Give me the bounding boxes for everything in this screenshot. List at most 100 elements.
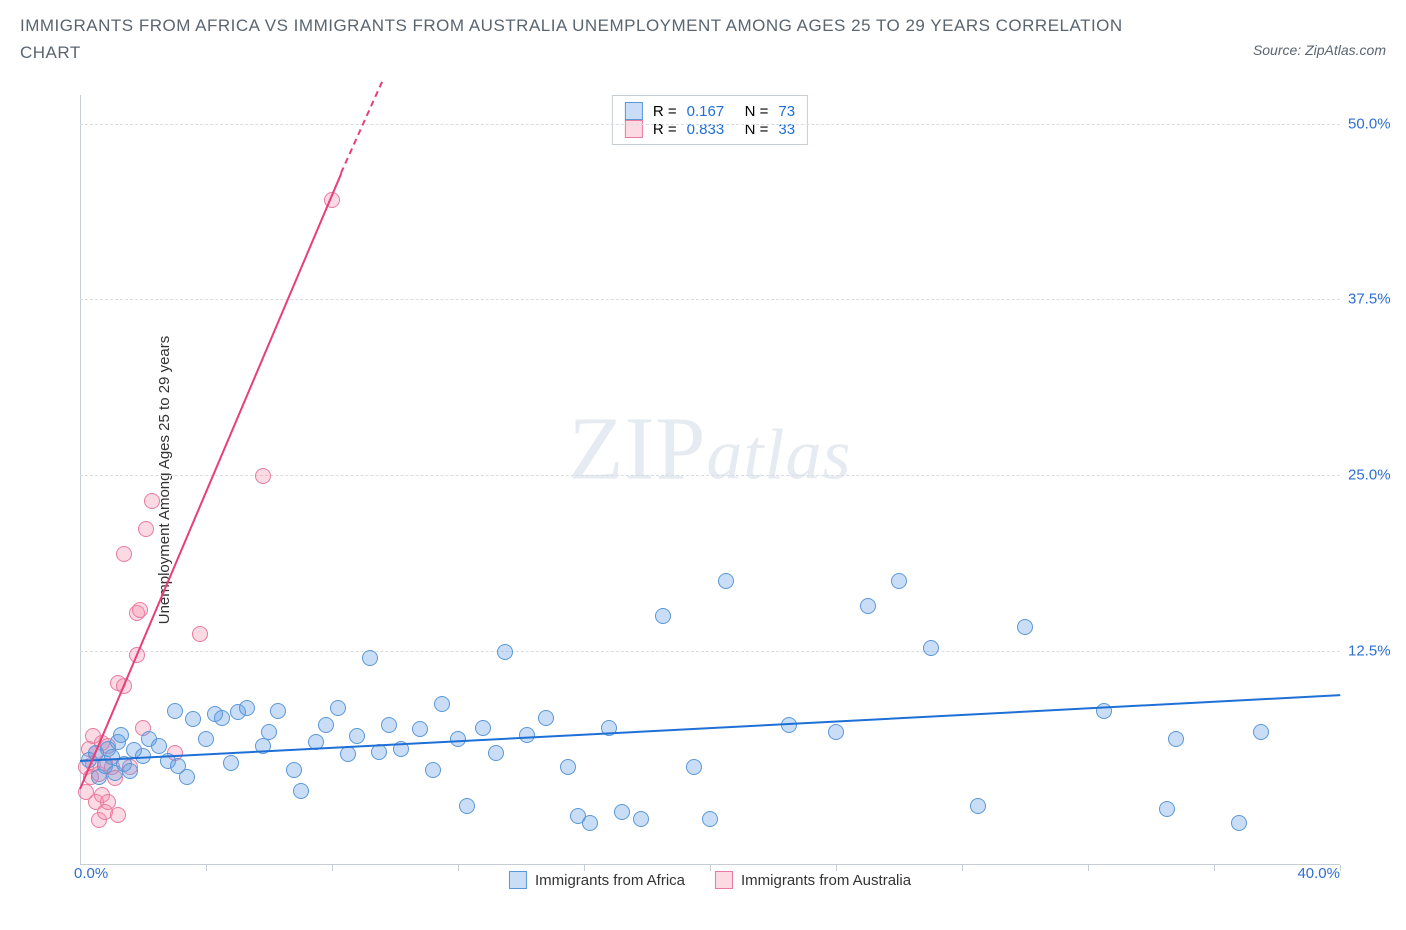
pink-point <box>138 521 154 537</box>
blue-point <box>560 759 576 775</box>
blue-point <box>633 811 649 827</box>
pink-point <box>110 807 126 823</box>
x-tick <box>458 865 459 871</box>
blue-point <box>582 815 598 831</box>
blue-point <box>891 573 907 589</box>
stats-row-pink: R = 0.833 N = 33 <box>625 120 795 138</box>
x-tick <box>1214 865 1215 871</box>
blue-point <box>497 644 513 660</box>
blue-point <box>923 640 939 656</box>
x-tick <box>1340 865 1341 871</box>
r-value-pink: 0.833 <box>687 121 735 138</box>
label-r: R = <box>653 103 677 120</box>
watermark-zip: ZIP <box>568 400 706 499</box>
blue-point <box>362 650 378 666</box>
blue-point <box>425 762 441 778</box>
blue-point <box>381 717 397 733</box>
blue-point <box>1168 731 1184 747</box>
legend-swatch-pink <box>625 120 643 138</box>
blue-point <box>286 762 302 778</box>
label-n: N = <box>745 121 769 138</box>
legend-label-blue: Immigrants from Africa <box>535 872 685 889</box>
blue-point <box>185 711 201 727</box>
n-value-blue: 73 <box>778 103 795 120</box>
legend-item-blue: Immigrants from Africa <box>509 871 685 889</box>
plot-region: ZIPatlas 0.0% 40.0% R = 0.167 N = 73 R =… <box>80 95 1340 865</box>
blue-point <box>519 727 535 743</box>
blue-point <box>686 759 702 775</box>
legend-label-pink: Immigrants from Australia <box>741 872 911 889</box>
gridline <box>80 124 1340 125</box>
legend-item-pink: Immigrants from Australia <box>715 871 911 889</box>
blue-point <box>330 700 346 716</box>
blue-point <box>167 703 183 719</box>
x-tick <box>206 865 207 871</box>
x-tick <box>1088 865 1089 871</box>
y-axis-right-label: 25.0% <box>1348 467 1391 484</box>
blue-point <box>261 724 277 740</box>
blue-point <box>318 717 334 733</box>
legend-swatch-blue <box>625 102 643 120</box>
blue-point <box>702 811 718 827</box>
gridline <box>80 299 1340 300</box>
blue-point <box>223 755 239 771</box>
x-tick <box>710 865 711 871</box>
legend-swatch-pink <box>715 871 733 889</box>
blue-point <box>113 727 129 743</box>
blue-point <box>349 728 365 744</box>
blue-point <box>1253 724 1269 740</box>
blue-point <box>488 745 504 761</box>
gridline <box>80 651 1340 652</box>
blue-point <box>179 769 195 785</box>
chart-title: IMMIGRANTS FROM AFRICA VS IMMIGRANTS FRO… <box>20 12 1170 66</box>
pink-point <box>255 468 271 484</box>
chart-area: Unemployment Among Ages 25 to 29 years Z… <box>60 95 1360 865</box>
label-r: R = <box>653 121 677 138</box>
legend-swatch-blue <box>509 871 527 889</box>
blue-point <box>538 710 554 726</box>
blue-point <box>214 710 230 726</box>
series-legend: Immigrants from Africa Immigrants from A… <box>509 871 911 889</box>
y-axis-right-label: 50.0% <box>1348 116 1391 133</box>
pink-point <box>192 626 208 642</box>
blue-point <box>1231 815 1247 831</box>
blue-point <box>270 703 286 719</box>
x-axis-max-label: 40.0% <box>1297 865 1340 882</box>
pink-point <box>144 493 160 509</box>
title-bar: IMMIGRANTS FROM AFRICA VS IMMIGRANTS FRO… <box>0 0 1406 72</box>
pink-point <box>132 602 148 618</box>
blue-point <box>122 763 138 779</box>
trendline-pink-dash <box>341 82 384 174</box>
y-axis-right-label: 12.5% <box>1348 642 1391 659</box>
blue-point <box>1159 801 1175 817</box>
blue-point <box>970 798 986 814</box>
x-tick <box>836 865 837 871</box>
watermark-atlas: atlas <box>706 415 851 495</box>
blue-point <box>1017 619 1033 635</box>
x-tick <box>962 865 963 871</box>
source-label: Source: ZipAtlas.com <box>1253 42 1386 58</box>
blue-point <box>475 720 491 736</box>
stats-row-blue: R = 0.167 N = 73 <box>625 102 795 120</box>
blue-point <box>860 598 876 614</box>
blue-point <box>239 700 255 716</box>
blue-point <box>459 798 475 814</box>
blue-point <box>434 696 450 712</box>
r-value-blue: 0.167 <box>687 103 735 120</box>
blue-point <box>198 731 214 747</box>
stats-legend: R = 0.167 N = 73 R = 0.833 N = 33 <box>612 95 808 145</box>
n-value-pink: 33 <box>778 121 795 138</box>
pink-point <box>116 546 132 562</box>
x-axis-min-label: 0.0% <box>74 865 108 882</box>
blue-point <box>655 608 671 624</box>
blue-point <box>718 573 734 589</box>
y-axis-right-label: 37.5% <box>1348 291 1391 308</box>
blue-point <box>293 783 309 799</box>
x-tick <box>584 865 585 871</box>
x-tick <box>332 865 333 871</box>
blue-point <box>828 724 844 740</box>
trendline-pink <box>79 173 342 790</box>
blue-point <box>614 804 630 820</box>
blue-point <box>151 738 167 754</box>
blue-point <box>340 746 356 762</box>
